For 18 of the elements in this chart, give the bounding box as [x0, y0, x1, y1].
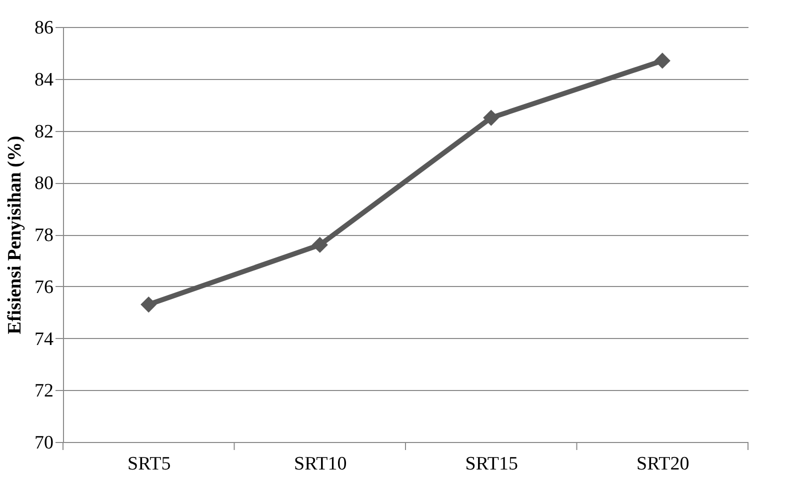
point [312, 236, 328, 253]
y-tick-label: 78 [34, 225, 54, 246]
x-tick-label: SRT20 [636, 454, 690, 474]
y-tick-label: 84 [34, 69, 54, 90]
x-tick-label: SRT10 [294, 454, 347, 474]
point [654, 52, 670, 69]
y-tick-label: 74 [34, 328, 54, 350]
y-tick-label: 80 [34, 173, 54, 194]
y-tick-label: 82 [34, 121, 54, 142]
x-tick-label: SRT5 [128, 454, 171, 474]
y-tick-label: 76 [34, 276, 54, 298]
y-axis-title: Efisiensi Penyisihan (%) [4, 136, 26, 334]
y-tick-label: 86 [34, 18, 54, 38]
point [140, 296, 157, 313]
point [483, 110, 500, 126]
y-tick-label: 70 [34, 432, 54, 454]
y-tick-label: 72 [34, 380, 54, 402]
x-tick-label: SRT15 [465, 454, 518, 474]
